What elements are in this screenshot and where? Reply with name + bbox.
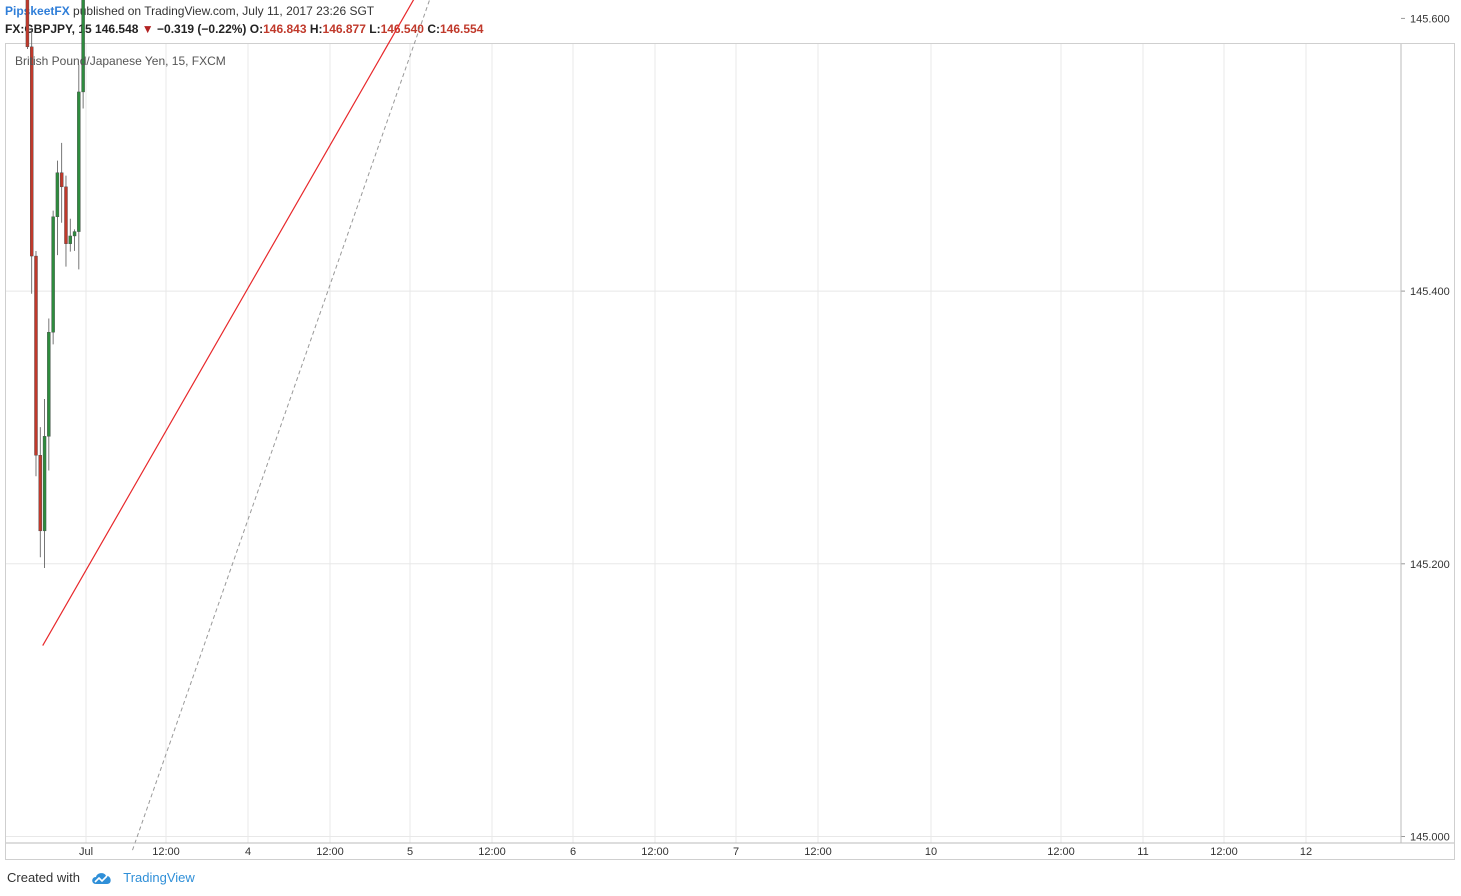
x-tick-label: 11 [1137, 846, 1148, 858]
candle-body [68, 235, 72, 244]
fib-diagonal-line [132, 0, 431, 851]
close-value: 146.554 [439, 22, 484, 36]
x-tick-label: Jul [79, 846, 93, 858]
last-value: 146.548 [95, 22, 139, 36]
x-tick-label: 4 [245, 846, 251, 858]
candles [25, 0, 85, 569]
candle-body [72, 231, 77, 237]
trendline [42, 0, 415, 646]
candle-body [42, 436, 47, 532]
tradingview-cloud-icon [91, 873, 111, 884]
x-tick-label: 7 [733, 846, 739, 858]
candle-body [38, 455, 42, 532]
x-tick-label: 12:00 [478, 846, 506, 858]
x-tick-label: 12:00 [641, 846, 669, 858]
candle-body [51, 216, 55, 333]
chart-frame [5, 43, 1455, 860]
close-label: C: [427, 22, 440, 36]
candle-body [55, 172, 60, 218]
candle-body [30, 46, 34, 257]
x-tick-label: 12:00 [316, 846, 344, 858]
price-chart[interactable]: 0.00%(147.773)23.60%(147.521)38.20%(147.… [0, 0, 1461, 860]
high-label: H: [309, 22, 323, 36]
x-tick-label: 12 [1300, 846, 1312, 858]
high-value: 146.877 [322, 22, 366, 36]
publisher-link[interactable]: PipskeetFX [5, 4, 70, 18]
y-tick-label: 145.600 [1410, 13, 1450, 25]
candle-body [81, 0, 85, 93]
y-tick-label: 145.000 [1410, 832, 1450, 844]
y-tick-label: 145.200 [1410, 559, 1450, 571]
drawn-lines [42, 0, 431, 851]
candle-body [64, 186, 68, 244]
x-tick-label: 12:00 [152, 846, 180, 858]
open-value: 146.843 [263, 22, 307, 36]
x-tick-label: 12:00 [804, 846, 832, 858]
x-tick-label: 12:00 [1210, 846, 1238, 858]
footer: Created with TradingView [7, 870, 195, 885]
x-tick-label: 10 [925, 846, 937, 858]
chart-title: British Pound/Japanese Yen, 15, FXCM [15, 54, 226, 68]
published-text: published on TradingView.com, July 11, 2… [73, 4, 375, 18]
x-tick-label: 6 [570, 846, 576, 858]
change-text: −0.319 (−0.22%) [157, 22, 247, 36]
low-value: 146.540 [380, 22, 424, 36]
candle-body [25, 0, 30, 48]
down-arrow-icon: ▼ [141, 22, 154, 36]
candle-body [59, 172, 64, 188]
y-tick-label: 145.400 [1410, 286, 1450, 298]
candle-body [34, 255, 38, 456]
x-tick-label: 5 [407, 846, 413, 858]
low-label: L: [369, 22, 381, 36]
candle-body [77, 91, 81, 232]
publish-line: PipskeetFX published on TradingView.com,… [5, 4, 374, 18]
candle-body [47, 331, 51, 437]
created-with-text: Created with [7, 870, 80, 885]
tradingview-link[interactable]: TradingView [123, 870, 195, 885]
x-tick-label: 12:00 [1047, 846, 1075, 858]
open-label: O: [249, 22, 264, 36]
grid-lines [6, 44, 1401, 843]
axes: 145.000145.200145.400145.600145.800146.0… [6, 13, 1454, 858]
